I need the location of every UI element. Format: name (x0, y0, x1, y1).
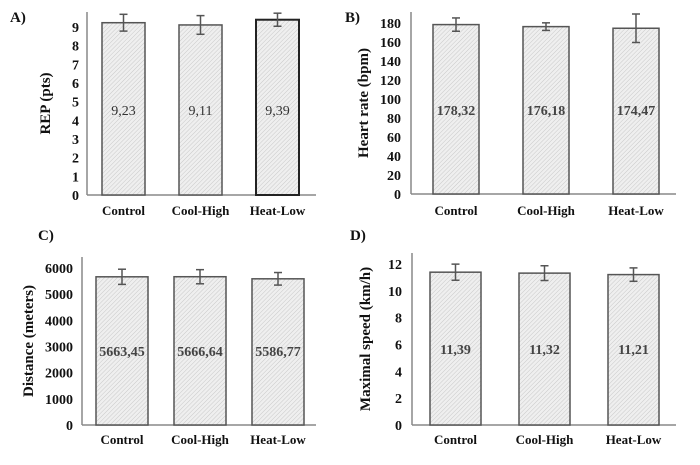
y-tick-label: 4000 (45, 314, 73, 329)
y-tick-label: 2000 (45, 367, 73, 382)
y-tick-label: 5 (72, 96, 79, 111)
data-label: 176,18 (527, 104, 566, 119)
bar-control (429, 271, 482, 426)
x-tick-label: Cool-High (171, 432, 230, 447)
error-bar (629, 267, 638, 283)
y-tick-label: 0 (395, 419, 402, 434)
y-tick-label: 3 (72, 133, 79, 148)
error-bar (542, 22, 550, 32)
error-bar (196, 268, 204, 285)
error-bar (451, 263, 460, 281)
data-label: 5663,45 (99, 345, 145, 360)
y-tick-label: 12 (388, 258, 402, 273)
x-tick-label: Cool-High (172, 203, 231, 218)
data-label: 9,11 (189, 104, 213, 119)
x-tick-label: Cool-High (517, 203, 576, 218)
y-tick-label: 60 (387, 131, 401, 146)
bar-control (101, 21, 146, 196)
data-label: 11,39 (440, 343, 471, 358)
y-tick-label: 80 (387, 112, 401, 127)
bar-heat-low (612, 27, 660, 195)
y-axis-label: Distance (meters) (21, 285, 37, 397)
data-label: 178,32 (437, 104, 476, 119)
bar-control (95, 276, 149, 426)
y-tick-label: 2 (72, 152, 79, 167)
bar-heat-low (251, 278, 305, 426)
x-tick-label: Control (434, 203, 477, 218)
y-tick-label: 4 (72, 114, 79, 129)
x-tick-label: Heat-Low (606, 432, 662, 447)
y-tick-label: 9 (72, 21, 79, 36)
error-bar (632, 13, 640, 44)
y-tick-label: 40 (387, 150, 401, 165)
y-tick-label: 160 (380, 36, 401, 51)
y-tick-label: 4 (395, 365, 402, 380)
panel-label: A) (10, 10, 26, 26)
x-tick-label: Cool-High (516, 432, 575, 447)
y-tick-label: 8 (395, 312, 402, 327)
panel-label: C) (38, 228, 54, 244)
x-tick-label: Heat-Low (250, 203, 306, 218)
y-axis-label: Maximal speed (km/h) (358, 267, 374, 411)
panel-label: D) (350, 228, 366, 244)
y-tick-label: 3000 (45, 341, 73, 356)
data-label: 5666,64 (177, 345, 223, 360)
error-bar (273, 12, 282, 28)
y-tick-label: 100 (380, 93, 401, 108)
y-tick-label: 8 (72, 40, 79, 55)
chart-panel-a: A) 0 1 2 3 4 5 6 7 8 9 REP (pts) 9,23 Control 9,11 Cool… (10, 10, 316, 218)
error-bar (452, 17, 460, 32)
bar-cool-high (178, 24, 223, 196)
y-axis-label: REP (pts) (38, 72, 54, 134)
y-tick-label: 2 (395, 392, 402, 407)
chart-panel-d: D) 0 2 4 6 8 10 12 Maximal speed (km/h) 11,39 Cont… (350, 228, 676, 447)
y-tick-label: 6 (395, 339, 402, 354)
bar-cool-high (522, 25, 570, 195)
x-tick-label: Control (102, 203, 145, 218)
y-axis-label: Heart rate (bpm) (356, 48, 372, 158)
data-label: 11,32 (529, 343, 560, 358)
error-bar (119, 13, 128, 32)
x-tick-label: Heat-Low (608, 203, 664, 218)
chart-panel-b: B) 0 20 40 60 80 100 120 140 160 180 Heart rate (bp… (345, 10, 676, 218)
bar-cool-high (518, 272, 571, 426)
bar-heat-low (255, 18, 300, 196)
y-tick-label: 140 (380, 55, 401, 70)
y-tick-label: 180 (380, 17, 401, 32)
y-tick-label: 10 (388, 285, 402, 300)
data-label: 9,23 (111, 104, 136, 119)
y-tick-label: 20 (387, 169, 401, 184)
y-tick-label: 0 (394, 188, 401, 203)
y-tick-label: 6000 (45, 262, 73, 277)
y-tick-label: 0 (72, 189, 79, 204)
error-bar (118, 268, 126, 286)
y-tick-label: 1000 (45, 393, 73, 408)
panel-label: B) (345, 10, 360, 26)
y-tick-label: 5000 (45, 288, 73, 303)
error-bar (274, 271, 282, 286)
data-label: 11,21 (618, 343, 649, 358)
error-bar (196, 14, 205, 36)
y-tick-label: 6 (72, 77, 79, 92)
data-label: 5586,77 (255, 345, 301, 360)
y-tick-label: 0 (66, 419, 73, 434)
bar-control (432, 23, 480, 195)
chart-panel-c: C) 0 1000 2000 3000 4000 5000 6000 Distance (met… (21, 228, 316, 447)
bar-heat-low (607, 273, 660, 426)
y-tick-label: 7 (72, 58, 79, 73)
y-tick-label: 120 (380, 74, 401, 89)
x-tick-label: Control (100, 432, 143, 447)
data-label: 174,47 (617, 104, 656, 119)
error-bar (540, 264, 549, 282)
x-tick-label: Control (434, 432, 477, 447)
data-label: 9,39 (265, 104, 290, 119)
x-tick-label: Heat-Low (250, 432, 306, 447)
bar-cool-high (173, 275, 227, 426)
y-tick-label: 1 (72, 170, 79, 185)
